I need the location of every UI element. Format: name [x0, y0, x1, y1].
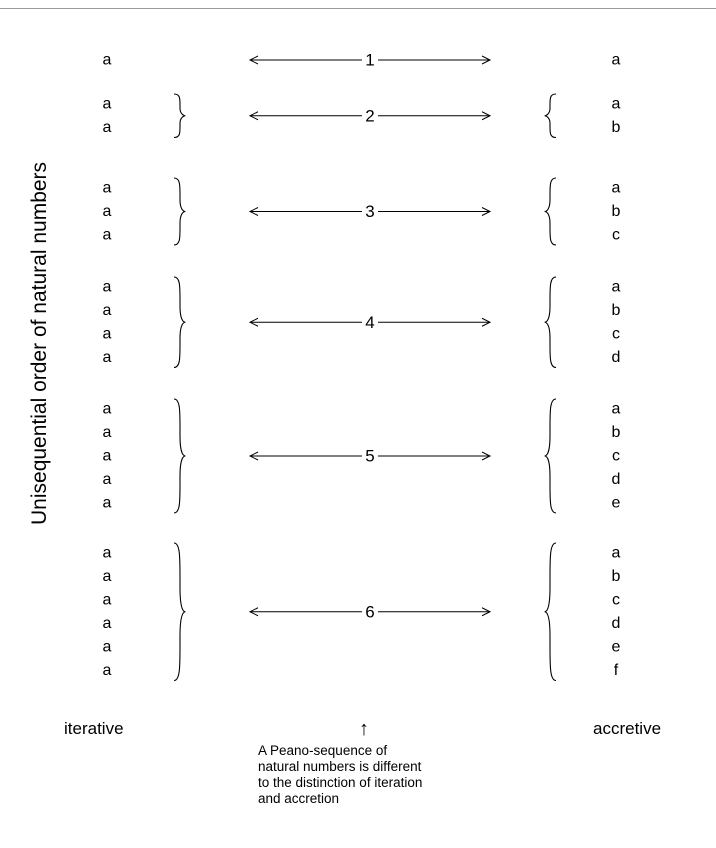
accretive-label: accretive	[593, 719, 662, 738]
row-number: 5	[365, 447, 374, 466]
number-backdrop	[362, 202, 378, 221]
arrow-right-head-icon	[481, 207, 492, 216]
iterative-item: a	[103, 495, 112, 512]
arrow-right-head-icon	[481, 317, 492, 327]
up-arrow-icon: ↑	[359, 718, 369, 740]
accretive-item: a	[612, 180, 621, 197]
accretive-item: b	[612, 203, 621, 220]
arrow-left-head-icon	[248, 607, 259, 617]
accretive-item: c	[612, 227, 620, 244]
iterative-item: a	[103, 592, 112, 609]
right-brace-icon	[173, 542, 186, 682]
number-backdrop	[362, 602, 378, 621]
left-brace-icon	[544, 276, 557, 369]
iterative-item: a	[103, 349, 112, 366]
row-number: 6	[365, 602, 374, 621]
iterative-item: a	[103, 545, 112, 562]
arrow-left-head-icon	[248, 451, 259, 461]
iterative-item: a	[103, 279, 112, 296]
iterative-item: a	[103, 203, 112, 220]
iterative-item: a	[103, 96, 112, 113]
accretive-item: c	[612, 326, 620, 343]
right-brace-icon	[173, 398, 186, 514]
row-number: 3	[365, 202, 374, 221]
axis-label: Unisequential order of natural numbers	[28, 161, 51, 525]
accretive-item: d	[612, 471, 621, 488]
top-divider	[0, 8, 716, 9]
right-brace-icon	[173, 93, 186, 139]
accretive-item: f	[614, 662, 619, 679]
right-brace-icon	[173, 177, 186, 246]
left-brace-icon	[544, 398, 557, 514]
iterative-item: a	[103, 401, 112, 418]
arrow-right-head-icon	[481, 55, 492, 65]
iterative-item: a	[103, 471, 112, 488]
left-brace-icon	[544, 542, 557, 682]
iterative-item: a	[103, 302, 112, 319]
accretive-item: a	[612, 96, 621, 113]
accretive-item: c	[612, 592, 620, 609]
iterative-item: a	[103, 180, 112, 197]
iterative-item: a	[103, 615, 112, 632]
accretive-item: e	[612, 639, 621, 656]
arrow-left-head-icon	[248, 55, 259, 65]
left-brace-icon	[544, 177, 557, 246]
left-brace-icon	[544, 93, 557, 139]
number-backdrop	[362, 447, 378, 465]
right-brace-icon	[173, 276, 186, 369]
accretive-item: b	[612, 568, 621, 585]
accretive-item: c	[612, 448, 620, 465]
accretive-item: d	[612, 349, 621, 366]
accretive-item: b	[612, 119, 621, 136]
accretive-item: a	[612, 401, 621, 418]
iterative-item: a	[103, 639, 112, 656]
iterative-item: a	[103, 52, 112, 69]
iterative-item: a	[103, 568, 112, 585]
row-number: 4	[365, 313, 374, 332]
iterative-item: a	[103, 119, 112, 136]
iterative-item: a	[103, 326, 112, 343]
accretive-item: d	[612, 615, 621, 632]
accretive-item: a	[612, 545, 621, 562]
iterative-item: a	[103, 227, 112, 244]
accretive-item: e	[612, 495, 621, 512]
number-backdrop	[362, 106, 378, 125]
iterative-label: iterative	[64, 719, 124, 738]
accretive-item: b	[612, 424, 621, 441]
accretive-item: a	[612, 279, 621, 296]
iterative-item: a	[103, 424, 112, 441]
row-number: 2	[365, 106, 374, 125]
row-number: 1	[365, 51, 374, 70]
arrow-left-head-icon	[248, 207, 259, 216]
iterative-item: a	[103, 448, 112, 465]
arrow-left-head-icon	[248, 317, 259, 327]
arrow-left-head-icon	[248, 111, 259, 121]
accretive-item: b	[612, 302, 621, 319]
accretive-item: a	[612, 52, 621, 69]
arrow-right-head-icon	[481, 607, 492, 617]
arrow-right-head-icon	[481, 111, 492, 121]
number-backdrop	[362, 51, 378, 69]
iterative-item: a	[103, 662, 112, 679]
number-backdrop	[362, 313, 378, 332]
arrow-right-head-icon	[481, 451, 492, 461]
caption: A Peano-sequence of natural numbers is d…	[258, 743, 423, 806]
